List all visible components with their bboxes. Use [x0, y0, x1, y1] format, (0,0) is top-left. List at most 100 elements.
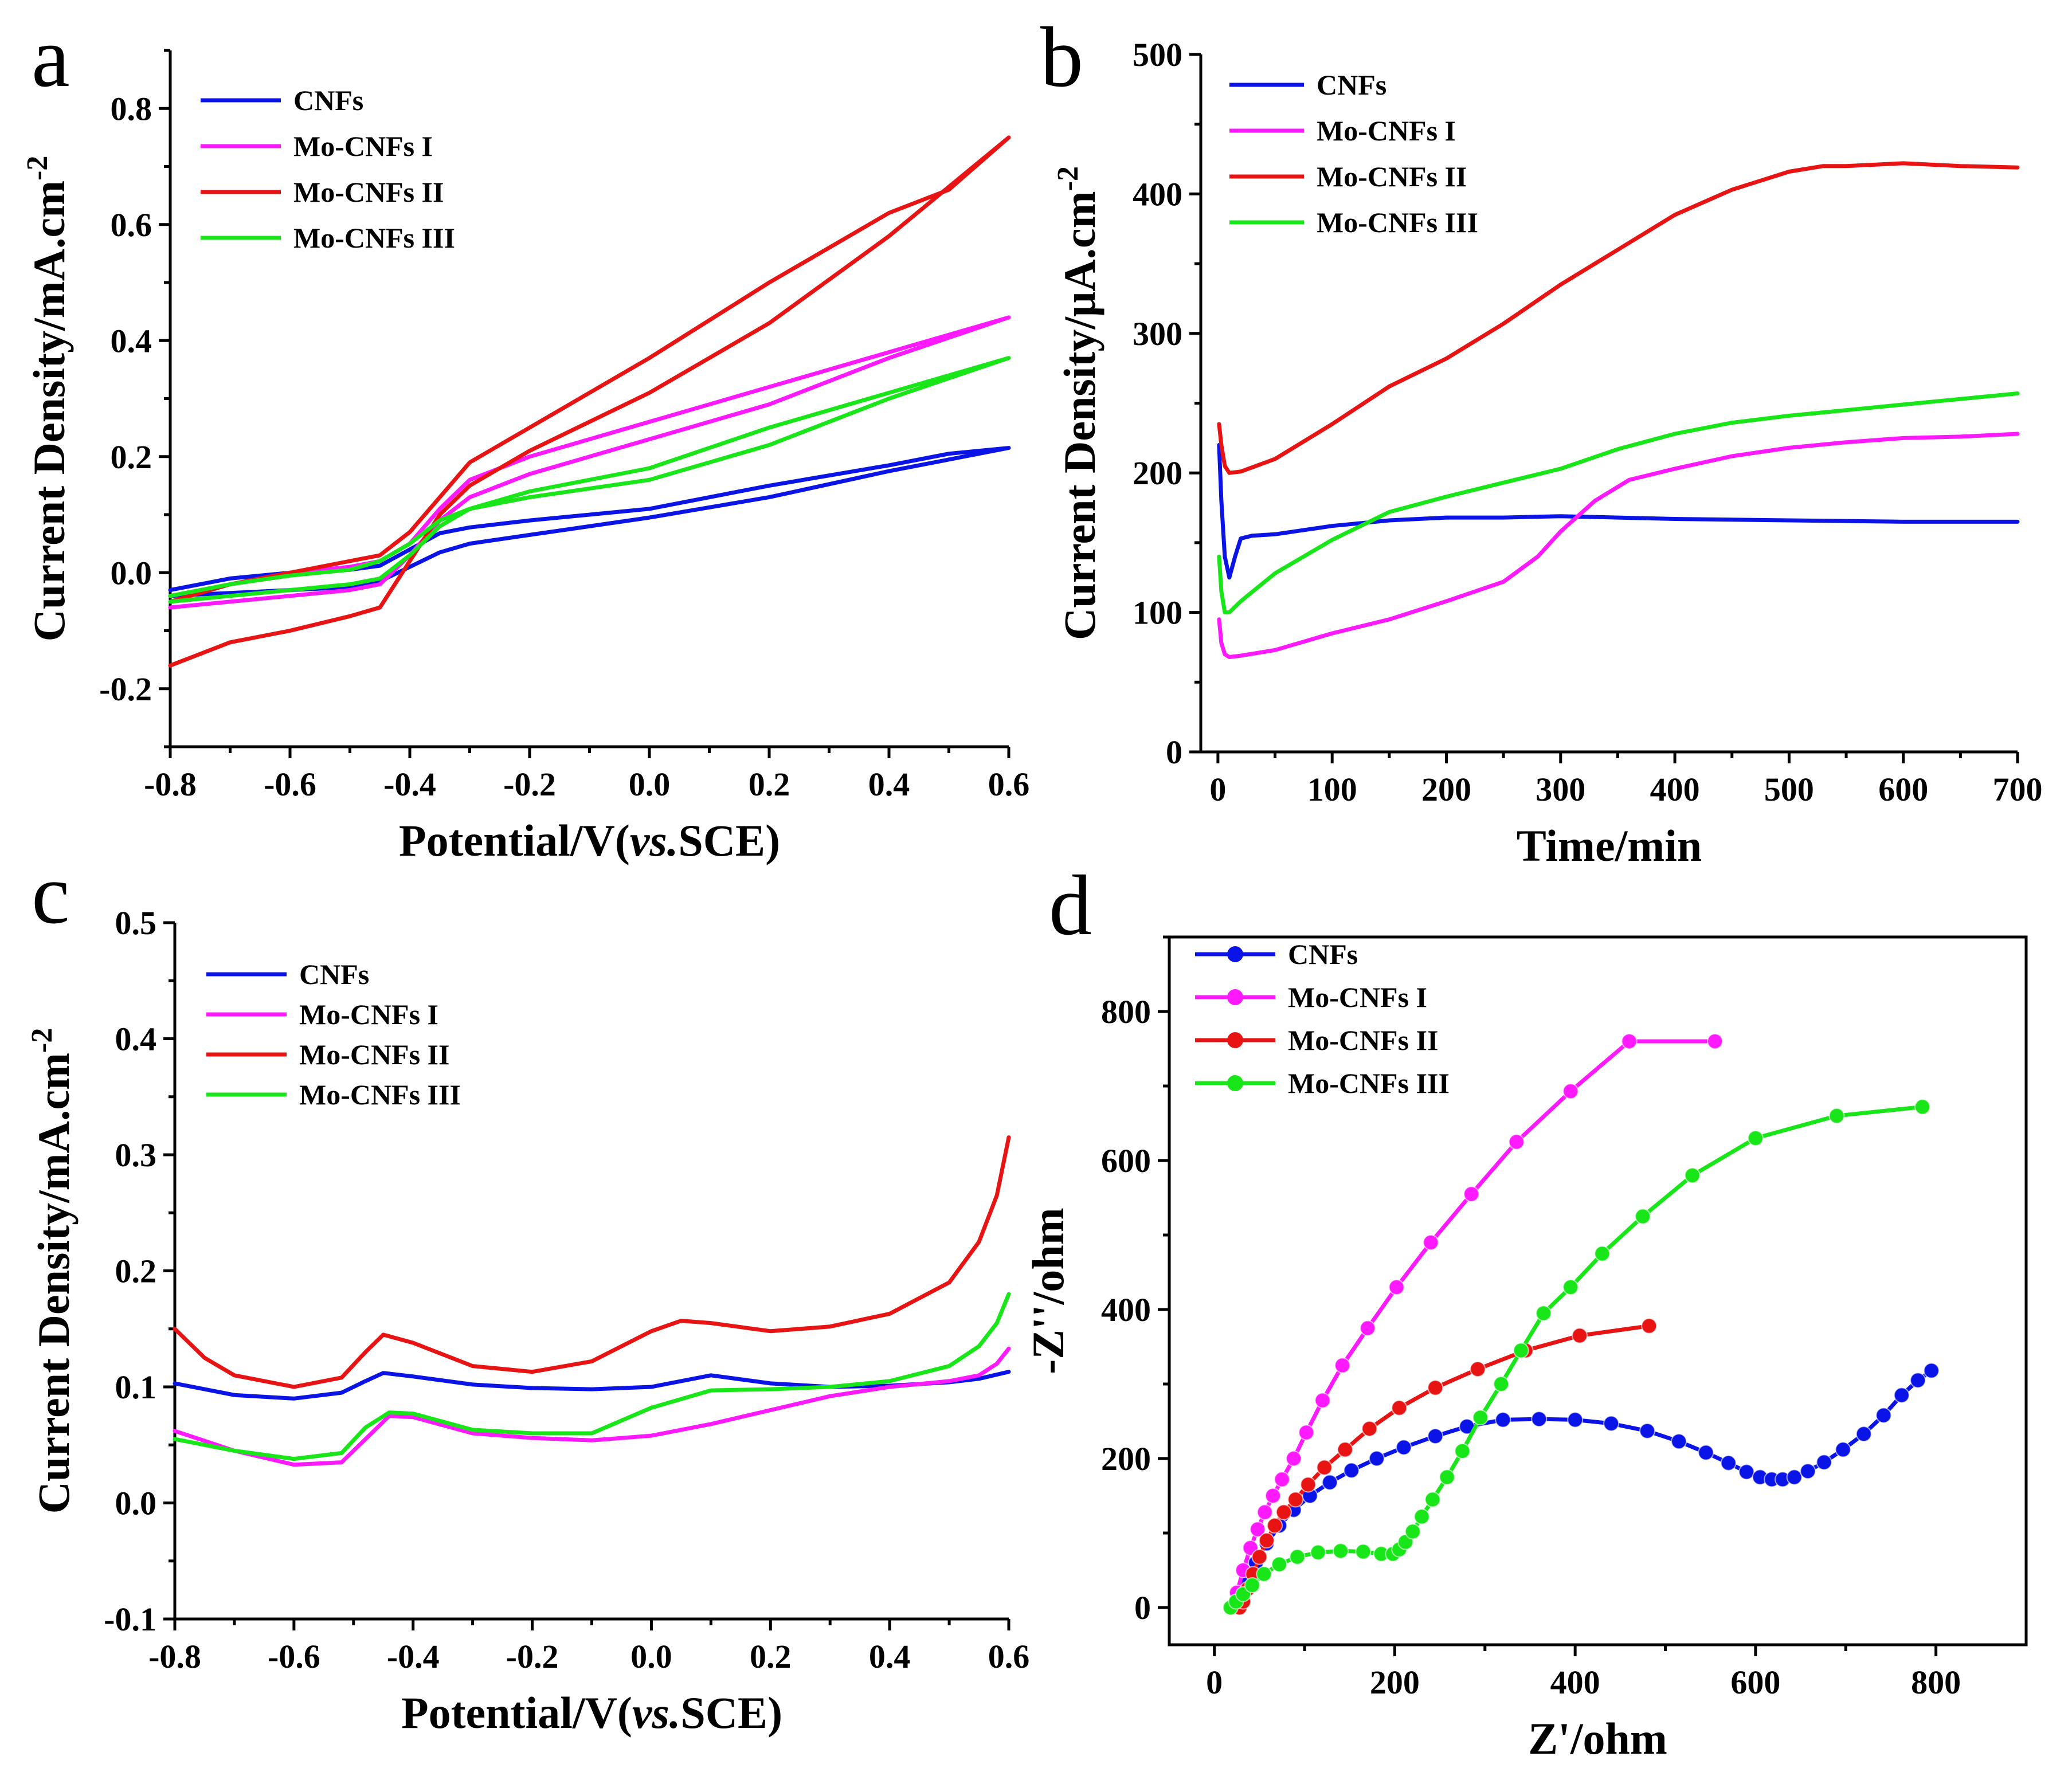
- data-point: [1355, 1543, 1372, 1560]
- data-point: [1698, 1444, 1714, 1461]
- data-point: [1314, 1392, 1331, 1409]
- y-tick-label: -0.1: [104, 1601, 156, 1638]
- data-point: [1360, 1320, 1376, 1336]
- x-tick-label: 0: [1206, 1664, 1223, 1701]
- data-point: [1274, 1471, 1290, 1488]
- panel-label-a: a: [32, 10, 70, 105]
- series-line-mo-cnfs-ii: [173, 1135, 1011, 1389]
- y-axis-label: Current Density/mA.cm-2: [26, 1028, 79, 1514]
- legend-label: CNFs: [293, 84, 363, 116]
- data-point: [1562, 1083, 1579, 1100]
- series-line-mo-cnfs-iii: [1217, 391, 2020, 615]
- data-point: [1300, 1476, 1317, 1493]
- data-point: [1322, 1474, 1338, 1491]
- x-axis-label-part: Potential/V(: [399, 816, 630, 865]
- plot-frame: [1168, 935, 2028, 1647]
- x-tick-label: 800: [1911, 1664, 1961, 1701]
- data-point: [1470, 1361, 1486, 1377]
- data-point: [1333, 1543, 1349, 1559]
- data-point: [1337, 1441, 1353, 1458]
- data-point: [1244, 1577, 1260, 1593]
- legend-label: CNFs: [1317, 69, 1386, 101]
- data-point: [1603, 1415, 1620, 1432]
- data-point: [1855, 1426, 1872, 1442]
- data-point: [1472, 1409, 1489, 1426]
- data-point: [1256, 1566, 1272, 1582]
- legend-label: Mo-CNFs III: [293, 222, 455, 254]
- x-tick-label: -0.6: [264, 766, 316, 803]
- y-tick-label: 100: [1133, 594, 1182, 632]
- data-point: [1720, 1455, 1737, 1471]
- data-point: [1275, 1504, 1292, 1520]
- x-tick-label: -0.4: [383, 766, 436, 803]
- data-point: [1910, 1372, 1926, 1389]
- x-tick-label: -0.8: [148, 1638, 201, 1675]
- data-point: [1463, 1186, 1480, 1202]
- data-point: [1508, 1134, 1525, 1150]
- y-tick-label: 0.2: [111, 438, 152, 476]
- data-point: [1800, 1463, 1816, 1480]
- data-point: [1495, 1412, 1511, 1428]
- x-tick-label: 700: [1993, 771, 2043, 808]
- x-axis-label-part: Potential/V(: [401, 1688, 632, 1738]
- data-point: [1707, 1033, 1724, 1049]
- data-point: [1271, 1556, 1287, 1573]
- y-tick-label: 0.2: [115, 1253, 157, 1290]
- y-tick-label: 0.1: [115, 1369, 157, 1406]
- y-tick-label: 0.5: [115, 904, 157, 942]
- data-point: [1914, 1099, 1931, 1115]
- x-tick-label: -0.2: [506, 1638, 559, 1675]
- y-tick-label: 0.0: [115, 1485, 157, 1522]
- panel-b: b 0 100 200 300 400 500 600 700 0 100 200 300 400 500 T…: [1040, 10, 2043, 871]
- legend-label: Mo-CNFs I: [1288, 981, 1427, 1013]
- data-point: [1256, 1504, 1273, 1520]
- data-point: [1639, 1422, 1656, 1439]
- data-point: [1287, 1491, 1304, 1508]
- x-axis-label-part: vs.: [632, 1688, 680, 1738]
- panel-c: c -0.8 -0.6 -0.4 -0.2 0.0 0.2 0.4 0.6 -0.1 0.0 0.1 0…: [26, 846, 1029, 1738]
- y-tick-label: -0.2: [99, 671, 152, 708]
- y-axis-label-main: Current Density/μA.cm: [1055, 191, 1104, 640]
- x-tick-label: -0.6: [268, 1638, 320, 1675]
- x-tick-label: 0.2: [749, 766, 790, 803]
- series-line-mo-cnfs-ii: [1237, 1324, 1651, 1610]
- x-tick-label: 500: [1764, 771, 1814, 808]
- x-tick-label: 0.2: [750, 1638, 792, 1675]
- x-tick-label: -0.4: [387, 1638, 440, 1675]
- y-axis-label-main: -Z''/ohm: [1023, 1208, 1073, 1374]
- x-tick-label: 400: [1650, 771, 1700, 808]
- x-tick-label: 100: [1307, 771, 1357, 808]
- series-line-mo-cnfs-iii: [1228, 1104, 1925, 1610]
- data-point: [1298, 1424, 1315, 1441]
- data-point: [1391, 1399, 1408, 1416]
- x-tick-label: 0.0: [629, 766, 671, 803]
- legend-marker: [1227, 946, 1243, 962]
- data-point: [1641, 1318, 1658, 1334]
- data-point: [1513, 1342, 1529, 1359]
- data-point: [1454, 1443, 1471, 1459]
- series-line-mo-cnfs-ii: [1217, 161, 2020, 475]
- x-tick-label: 0.6: [988, 766, 1030, 803]
- y-tick-label: 0.4: [111, 322, 152, 359]
- x-tick-label: 400: [1550, 1664, 1600, 1701]
- data-point: [1536, 1305, 1552, 1322]
- data-point: [1738, 1464, 1755, 1480]
- legend-marker: [1227, 1032, 1243, 1048]
- legend-marker: [1227, 989, 1243, 1005]
- data-point: [1264, 1488, 1281, 1504]
- legend-label: Mo-CNFs I: [1317, 115, 1456, 147]
- data-point: [1258, 1532, 1275, 1549]
- data-point: [1493, 1376, 1510, 1392]
- y-tick-label: 200: [1101, 1440, 1151, 1477]
- y-tick-label: 0.4: [115, 1021, 157, 1058]
- y-axis-label: Current Density/mA.cm-2: [21, 156, 74, 642]
- x-tick-label: 200: [1421, 771, 1471, 808]
- x-tick-label: -0.8: [144, 766, 197, 803]
- legend-label: Mo-CNFs II: [1317, 160, 1467, 193]
- data-point: [1875, 1407, 1892, 1424]
- data-point: [1828, 1108, 1845, 1124]
- data-point: [1427, 1379, 1444, 1396]
- data-point: [1816, 1454, 1832, 1471]
- data-point: [1635, 1208, 1651, 1225]
